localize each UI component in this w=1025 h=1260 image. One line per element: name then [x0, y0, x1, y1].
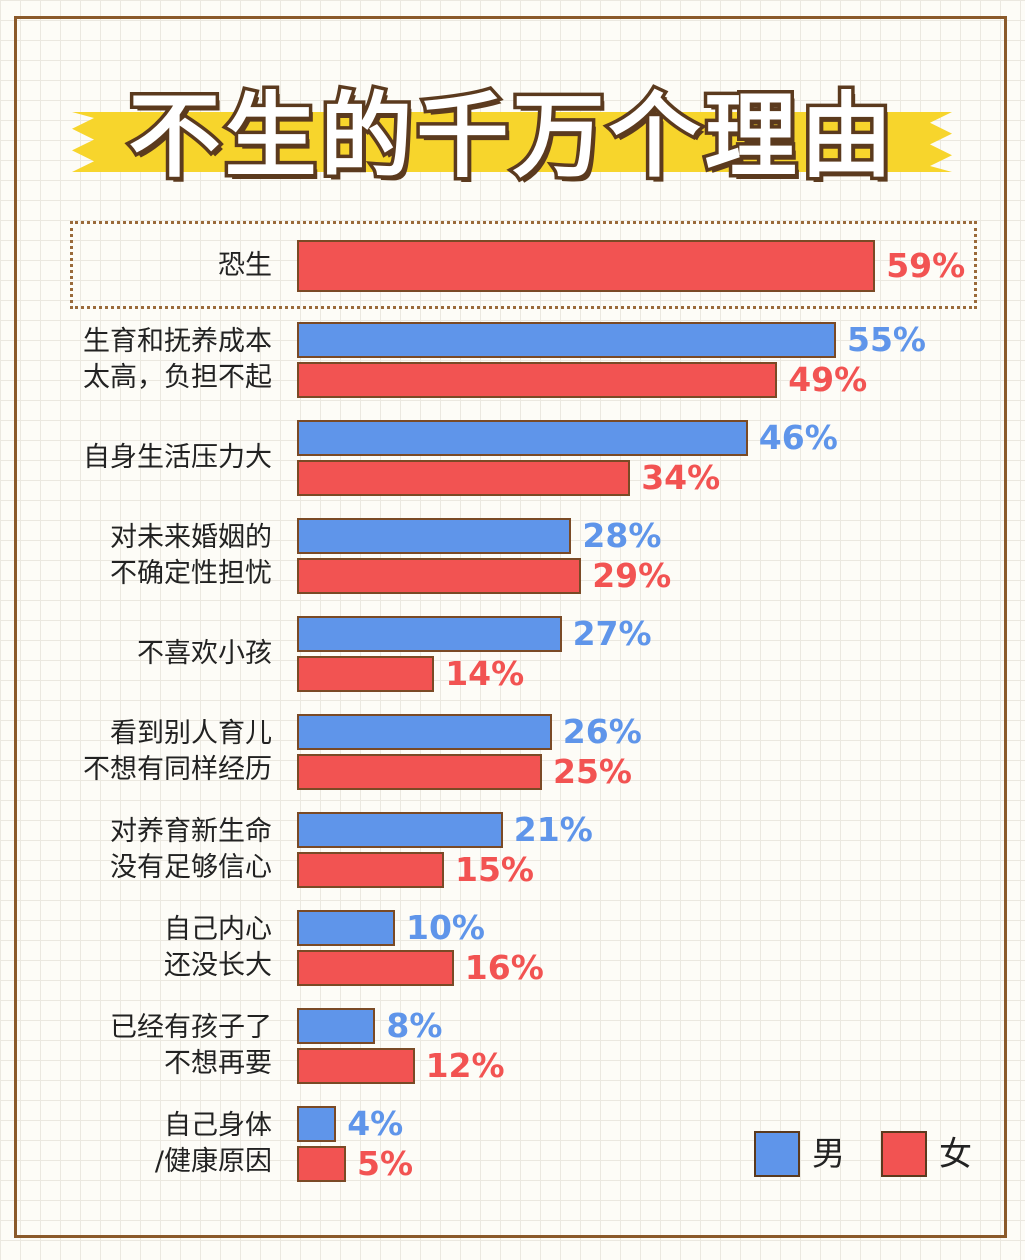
value-label-male: 8%	[386, 1006, 443, 1045]
category-label: 已经有孩子了不想再要	[40, 1010, 272, 1082]
value-label-female: 29%	[592, 556, 672, 595]
value-label-female: 49%	[788, 360, 868, 399]
bar-female	[297, 656, 435, 692]
category-label: 生育和抚养成本 太高，负担不起	[40, 324, 272, 396]
category-label-line: 恐生	[218, 250, 272, 281]
bar-male	[297, 420, 748, 456]
value-label-male: 27%	[572, 614, 652, 653]
value-label-female: 16%	[464, 948, 544, 987]
category-label: 自己身体/健康原因	[40, 1108, 272, 1180]
category-label-line: 已经有孩子了	[110, 1012, 272, 1043]
category-label-line: 没有足够信心	[110, 852, 272, 883]
bar-female	[297, 1146, 346, 1182]
bar-female	[297, 950, 454, 986]
bar-female	[297, 852, 444, 888]
bar-male	[297, 812, 503, 848]
category-label-line: 自己内心	[164, 914, 272, 945]
bar-male	[297, 322, 836, 358]
bar-female	[297, 754, 542, 790]
bar-female	[297, 362, 778, 398]
value-label-male: 4%	[347, 1104, 404, 1143]
bar-female	[297, 1048, 415, 1084]
value-label-female: 34%	[641, 458, 721, 497]
category-label-line: 不想有同样经历	[83, 754, 272, 785]
chart-frame	[14, 16, 1007, 1238]
category-label: 不喜欢小孩	[40, 636, 272, 672]
value-label-male: 21%	[513, 810, 593, 849]
value-label-male: 28%	[582, 516, 662, 555]
category-label-line: /健康原因	[154, 1146, 272, 1177]
category-label-line: 不喜欢小孩	[137, 638, 272, 669]
category-label-line: 对未来婚姻的	[110, 522, 272, 553]
highlight-box	[70, 221, 977, 309]
bar-male	[297, 1106, 337, 1142]
category-label-line: 不确定性担忧	[110, 558, 272, 589]
category-label: 看到别人育儿不想有同样经历	[40, 716, 272, 788]
bar-male	[297, 616, 562, 652]
category-label-line: 自身生活压力大	[83, 442, 272, 473]
bar-female	[297, 240, 876, 292]
value-label-female: 15%	[455, 850, 534, 889]
category-label: 自己内心 还没长大	[40, 912, 272, 984]
bar-male	[297, 1008, 376, 1044]
bar-female	[297, 460, 631, 496]
value-label-male: 55%	[847, 320, 926, 359]
legend-label-male: 男	[812, 1134, 845, 1173]
value-label-female: 5%	[357, 1144, 414, 1183]
category-label-line: 不想再要	[164, 1048, 272, 1079]
title-banner	[72, 112, 952, 172]
category-label: 自身生活压力大	[40, 440, 272, 476]
category-label: 对养育新生命 没有足够信心	[40, 814, 272, 886]
category-label: 对未来婚姻的 不确定性担忧	[40, 520, 272, 592]
category-label: 恐生	[40, 248, 272, 284]
value-label-female: 25%	[553, 752, 632, 791]
bar-male	[297, 910, 395, 946]
chart-title: 不生的千万个理由	[125, 80, 897, 194]
value-label-female: 14%	[445, 654, 525, 693]
bar-male	[297, 518, 572, 554]
value-label-female: 59%	[886, 246, 966, 285]
bar-female	[297, 558, 582, 594]
bar-male	[297, 714, 552, 750]
category-label-line: 生育和抚养成本	[83, 326, 272, 357]
category-label-line: 太高，负担不起	[83, 362, 272, 393]
category-label-line: 对养育新生命	[110, 816, 272, 847]
legend-swatch-male	[754, 1131, 800, 1177]
legend-swatch-female	[881, 1131, 927, 1177]
value-label-male: 10%	[406, 908, 485, 947]
legend-label-female: 女	[939, 1134, 972, 1173]
category-label-line: 看到别人育儿	[110, 718, 272, 749]
value-label-female: 12%	[425, 1046, 505, 1085]
category-label-line: 还没长大	[164, 950, 272, 981]
value-label-male: 26%	[562, 712, 642, 751]
value-label-male: 46%	[758, 418, 838, 457]
category-label-line: 自己身体	[164, 1110, 272, 1141]
